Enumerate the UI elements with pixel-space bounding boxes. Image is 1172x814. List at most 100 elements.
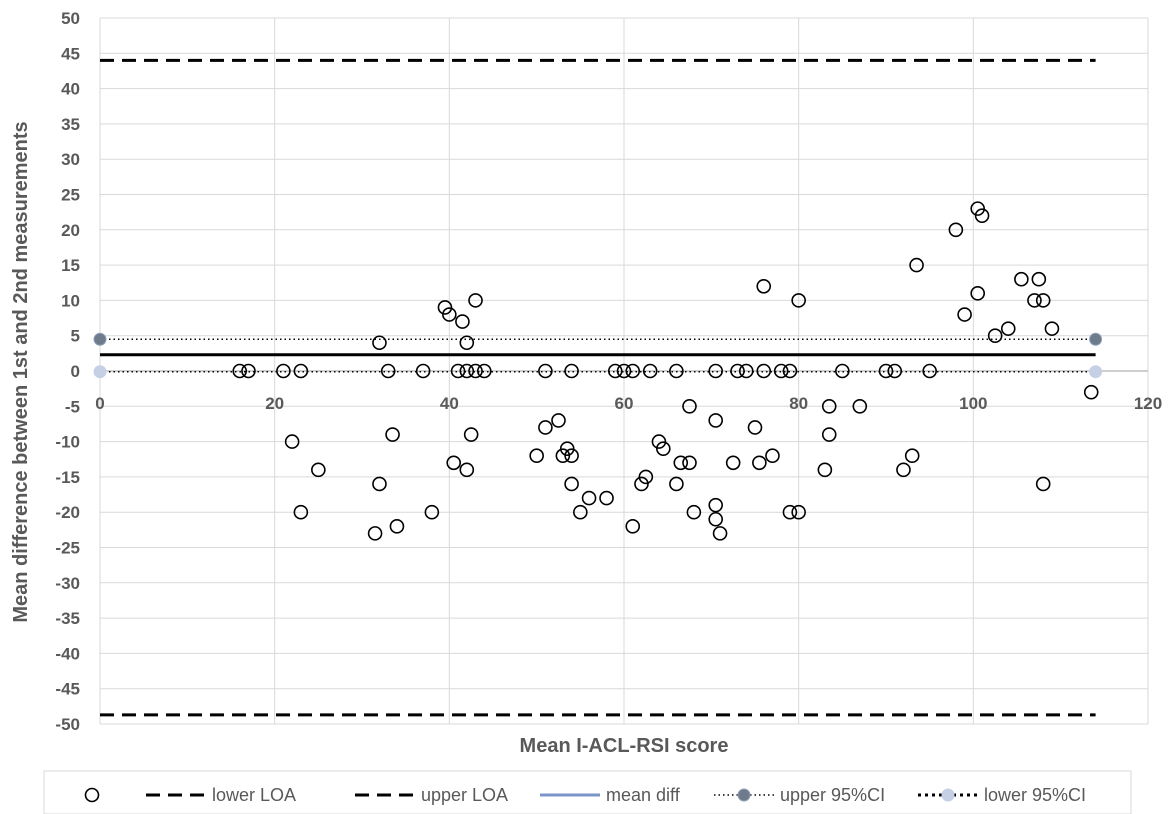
y-tick-label: 45 bbox=[61, 44, 80, 63]
data-point bbox=[673, 455, 689, 471]
legend-lower-95ci-marker bbox=[941, 788, 955, 802]
data-point bbox=[634, 476, 649, 492]
y-tick-label: -45 bbox=[55, 680, 80, 699]
data-point bbox=[581, 490, 597, 506]
y-tick-label: -5 bbox=[65, 397, 80, 416]
y-axis-label: Mean difference between 1st and 2nd meas… bbox=[10, 121, 32, 622]
x-tick-label: 80 bbox=[789, 394, 808, 413]
data-point bbox=[538, 420, 553, 435]
data-point bbox=[682, 455, 697, 471]
y-tick-label: -25 bbox=[55, 539, 80, 558]
data-point bbox=[446, 455, 462, 471]
legend-lower-loa-label: lower LOA bbox=[212, 785, 296, 805]
data-point bbox=[564, 448, 579, 464]
y-tick-label: 25 bbox=[61, 186, 80, 205]
legend-marker-points bbox=[84, 787, 100, 803]
data-point bbox=[424, 504, 440, 520]
data-point bbox=[276, 363, 291, 379]
y-tick-label: -40 bbox=[55, 644, 80, 663]
data-point bbox=[241, 363, 256, 379]
tick-labels: 50454035302520151050-5-10-15-20-25-30-35… bbox=[55, 9, 1162, 734]
data-point bbox=[564, 363, 579, 379]
data-point bbox=[730, 363, 745, 379]
data-point bbox=[752, 455, 767, 471]
data-point bbox=[957, 307, 972, 322]
data-point bbox=[367, 526, 383, 541]
data-point bbox=[284, 434, 300, 449]
data-point bbox=[555, 448, 571, 464]
lower-95ci-marker bbox=[1089, 365, 1103, 379]
data-point bbox=[232, 363, 248, 379]
data-point bbox=[476, 363, 492, 379]
data-point bbox=[642, 363, 658, 379]
y-tick-label: 40 bbox=[61, 80, 80, 99]
data-point bbox=[821, 427, 837, 442]
data-point bbox=[904, 448, 920, 464]
x-axis-label: Mean I-ACL-RSI score bbox=[520, 735, 729, 757]
data-point bbox=[311, 462, 326, 478]
data-point bbox=[372, 476, 387, 492]
y-tick-label: -10 bbox=[55, 433, 80, 452]
data-point bbox=[655, 441, 671, 456]
data-point bbox=[389, 519, 405, 534]
data-point bbox=[708, 363, 724, 379]
data-point bbox=[459, 363, 475, 379]
gridlines bbox=[99, 17, 1149, 725]
data-point bbox=[1027, 293, 1042, 308]
data-point bbox=[293, 504, 309, 520]
data-point bbox=[738, 363, 754, 379]
legend: lower LOA upper LOA mean diff upper 95%CI lo… bbox=[84, 785, 1086, 805]
x-tick-label: 60 bbox=[615, 394, 634, 413]
data-point bbox=[970, 286, 986, 301]
data-point bbox=[1031, 271, 1047, 287]
y-tick-label: 50 bbox=[61, 9, 80, 28]
data-point bbox=[1014, 271, 1029, 287]
data-point bbox=[896, 462, 911, 478]
y-tick-label: -30 bbox=[55, 574, 80, 593]
x-tick-label: 0 bbox=[95, 394, 104, 413]
data-point bbox=[459, 335, 475, 351]
legend-upper-95ci-marker bbox=[737, 788, 751, 802]
data-points bbox=[232, 201, 1099, 541]
data-point bbox=[564, 476, 579, 492]
y-tick-label: -15 bbox=[55, 468, 80, 487]
data-point bbox=[817, 462, 833, 478]
data-point bbox=[463, 427, 479, 442]
y-tick-label: 30 bbox=[61, 150, 80, 169]
data-point bbox=[686, 504, 702, 520]
data-point bbox=[1083, 384, 1099, 400]
legend-lower-95ci-label: lower 95%CI bbox=[984, 785, 1086, 805]
data-point bbox=[773, 363, 789, 379]
data-point bbox=[1000, 321, 1016, 336]
legend-upper-95ci-label: upper 95%CI bbox=[780, 785, 885, 805]
data-point bbox=[638, 469, 654, 485]
data-point bbox=[852, 398, 868, 414]
legend-upper-loa-label: upper LOA bbox=[421, 785, 508, 805]
data-point bbox=[380, 363, 396, 379]
data-point bbox=[468, 363, 483, 379]
data-point bbox=[415, 363, 431, 379]
data-point bbox=[747, 420, 763, 435]
data-point bbox=[468, 293, 483, 308]
data-point bbox=[455, 314, 470, 329]
data-point bbox=[708, 511, 724, 527]
upper-95ci-marker bbox=[93, 332, 107, 346]
lower-95ci-marker bbox=[93, 365, 107, 379]
data-point bbox=[538, 363, 553, 379]
data-point bbox=[922, 363, 937, 379]
y-tick-label: 20 bbox=[61, 221, 80, 240]
data-point bbox=[682, 398, 697, 414]
data-point bbox=[756, 363, 772, 379]
data-point bbox=[782, 504, 798, 520]
data-point bbox=[708, 413, 724, 428]
data-point bbox=[987, 328, 1003, 344]
data-point bbox=[948, 222, 964, 238]
y-tick-label: -20 bbox=[55, 503, 80, 522]
data-point bbox=[878, 363, 894, 379]
data-point bbox=[529, 448, 544, 464]
data-point bbox=[909, 257, 924, 273]
data-point bbox=[1044, 321, 1060, 336]
y-tick-label: 5 bbox=[71, 327, 80, 346]
x-tick-label: 100 bbox=[959, 394, 987, 413]
data-point bbox=[607, 363, 623, 379]
